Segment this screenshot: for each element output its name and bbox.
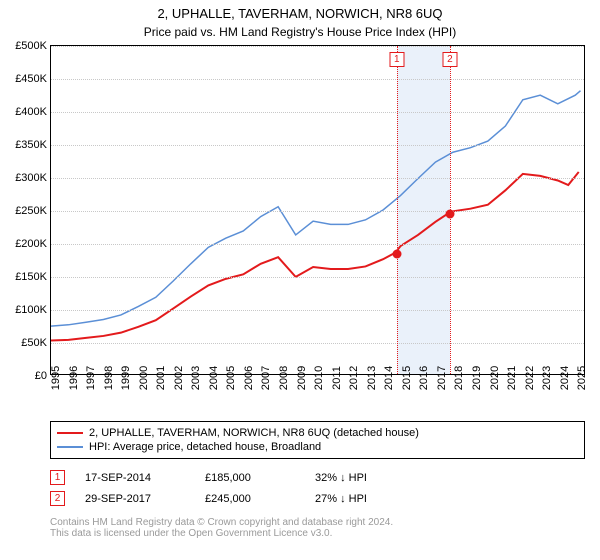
x-tick-label: 1995: [50, 366, 62, 390]
x-tick-label: 2000: [138, 366, 150, 390]
x-tick-label: 2002: [173, 366, 185, 390]
x-tick-label: 2018: [453, 366, 465, 390]
x-tick-label: 2001: [155, 366, 167, 390]
sale-row: 2 29-SEP-2017 £245,000 27% ↓ HPI: [50, 488, 585, 509]
legend-item: 2, UPHALLE, TAVERHAM, NORWICH, NR8 6UQ (…: [57, 426, 578, 440]
chart-subtitle: Price paid vs. HM Land Registry's House …: [0, 21, 600, 45]
x-tick-label: 2007: [260, 366, 272, 390]
sales-table: 1 17-SEP-2014 £185,000 32% ↓ HPI 2 29-SEP-201…: [50, 467, 585, 509]
x-tick-label: 1999: [120, 366, 132, 390]
sale-number-badge: 2: [50, 491, 65, 506]
x-tick-label: 2021: [506, 366, 518, 390]
gridline: [51, 112, 584, 113]
series-price_paid: [51, 172, 579, 341]
sale-marker: 1: [389, 52, 404, 67]
sale-price: £185,000: [205, 472, 295, 484]
gridline: [51, 178, 584, 179]
gridline: [51, 211, 584, 212]
y-tick-label: £500K: [15, 40, 47, 52]
footer-line2: This data is licensed under the Open Gov…: [50, 528, 585, 539]
sale-number-badge: 1: [50, 470, 65, 485]
y-tick-label: £250K: [15, 205, 47, 217]
gridline: [51, 79, 584, 80]
x-tick-label: 2024: [559, 366, 571, 390]
legend-swatch: [57, 446, 83, 448]
x-tick-label: 2017: [436, 366, 448, 390]
legend-item: HPI: Average price, detached house, Broa…: [57, 440, 578, 454]
gridline: [51, 46, 584, 47]
gridline: [51, 277, 584, 278]
series-hpi: [51, 91, 581, 326]
legend-label: HPI: Average price, detached house, Broa…: [89, 441, 321, 453]
x-tick-label: 2003: [190, 366, 202, 390]
y-tick-label: £150K: [15, 271, 47, 283]
y-tick-label: £50K: [21, 337, 47, 349]
x-tick-label: 1997: [85, 366, 97, 390]
y-tick-label: £100K: [15, 304, 47, 316]
sale-point: [445, 210, 454, 219]
y-tick-label: £350K: [15, 139, 47, 151]
x-tick-label: 2012: [348, 366, 360, 390]
x-tick-label: 2010: [313, 366, 325, 390]
sale-point: [392, 249, 401, 258]
plot-area: £0£50K£100K£150K£200K£250K£300K£350K£400…: [50, 45, 585, 375]
sale-date: 17-SEP-2014: [85, 472, 185, 484]
x-tick-label: 1996: [68, 366, 80, 390]
x-tick-label: 2006: [243, 366, 255, 390]
x-tick-label: 1998: [103, 366, 115, 390]
x-tick-label: 2022: [524, 366, 536, 390]
x-tick-label: 2020: [489, 366, 501, 390]
gridline: [51, 145, 584, 146]
legend: 2, UPHALLE, TAVERHAM, NORWICH, NR8 6UQ (…: [50, 421, 585, 459]
line-layer: [51, 46, 584, 374]
x-tick-label: 2004: [208, 366, 220, 390]
footer-line1: Contains HM Land Registry data © Crown c…: [50, 517, 585, 528]
sale-row: 1 17-SEP-2014 £185,000 32% ↓ HPI: [50, 467, 585, 488]
sale-vline: [397, 46, 398, 374]
sale-marker: 2: [442, 52, 457, 67]
gridline: [51, 310, 584, 311]
y-tick-label: £300K: [15, 172, 47, 184]
y-tick-label: £400K: [15, 106, 47, 118]
x-tick-label: 2013: [366, 366, 378, 390]
x-tick-label: 2019: [471, 366, 483, 390]
gridline: [51, 343, 584, 344]
x-tick-label: 2008: [278, 366, 290, 390]
x-axis-labels: 1995199619971998199920002001200220032004…: [50, 375, 585, 415]
x-tick-label: 2005: [225, 366, 237, 390]
sale-price: £245,000: [205, 493, 295, 505]
gridline: [51, 244, 584, 245]
y-tick-label: £200K: [15, 238, 47, 250]
y-tick-label: £450K: [15, 73, 47, 85]
legend-swatch: [57, 432, 83, 434]
x-tick-label: 2015: [401, 366, 413, 390]
footer: Contains HM Land Registry data © Crown c…: [50, 517, 585, 539]
sale-pct: 27% ↓ HPI: [315, 493, 425, 505]
sale-date: 29-SEP-2017: [85, 493, 185, 505]
y-tick-label: £0: [35, 370, 47, 382]
x-tick-label: 2016: [418, 366, 430, 390]
chart-area: £0£50K£100K£150K£200K£250K£300K£350K£400…: [50, 45, 585, 375]
x-tick-label: 2014: [383, 366, 395, 390]
x-tick-label: 2023: [541, 366, 553, 390]
legend-label: 2, UPHALLE, TAVERHAM, NORWICH, NR8 6UQ (…: [89, 427, 419, 439]
x-tick-label: 2009: [296, 366, 308, 390]
chart-container: 2, UPHALLE, TAVERHAM, NORWICH, NR8 6UQ P…: [0, 0, 600, 560]
x-tick-label: 2025: [576, 366, 588, 390]
chart-title: 2, UPHALLE, TAVERHAM, NORWICH, NR8 6UQ: [0, 0, 600, 21]
x-tick-label: 2011: [331, 366, 343, 390]
sale-pct: 32% ↓ HPI: [315, 472, 425, 484]
